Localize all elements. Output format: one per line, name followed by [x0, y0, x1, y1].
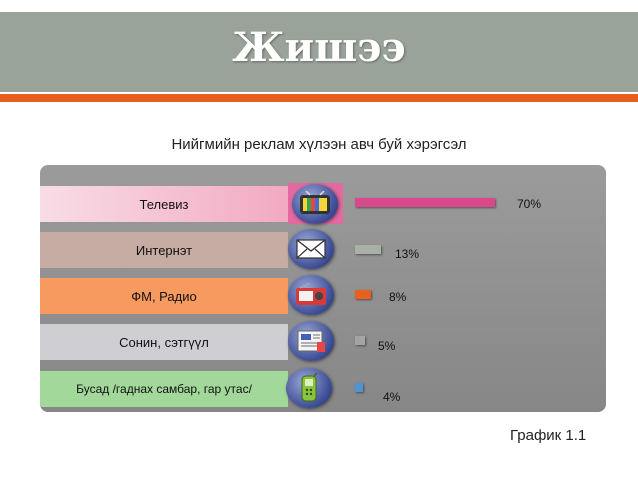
slide-title: Жишээ [232, 24, 406, 71]
data-label-1: 13% [395, 247, 420, 261]
envelope-icon [288, 229, 334, 269]
data-label-4: 4% [383, 390, 401, 404]
title-bar [0, 12, 638, 92]
category-label-radio: ФМ, Радио [40, 278, 288, 314]
bar-4 [355, 383, 363, 392]
chart-title: Нийгмийн реклам хүлээн авч буй хэрэгсэл [171, 136, 467, 153]
data-label-3: 5% [378, 339, 396, 353]
category-label-other: Бусад /гаднах самбар, гар утас/ [40, 371, 288, 407]
chart-caption: График 1.1 [510, 427, 587, 444]
bar-2 [355, 290, 371, 299]
bar-3 [355, 336, 365, 345]
data-label-0: 70% [517, 197, 542, 211]
tv-icon [292, 184, 338, 224]
data-label-2: 8% [389, 290, 407, 304]
bar-0 [355, 198, 495, 207]
category-label-newspaper: Сонин, сэтгүүл [40, 324, 288, 360]
title-underline [0, 94, 638, 102]
newspaper-icon [288, 321, 334, 361]
phone-icon [286, 368, 332, 408]
category-label-internet: Интернэт [40, 232, 288, 268]
category-label-tv: Телевиз [40, 186, 288, 222]
bar-1 [355, 245, 381, 254]
radio-icon [288, 275, 334, 315]
